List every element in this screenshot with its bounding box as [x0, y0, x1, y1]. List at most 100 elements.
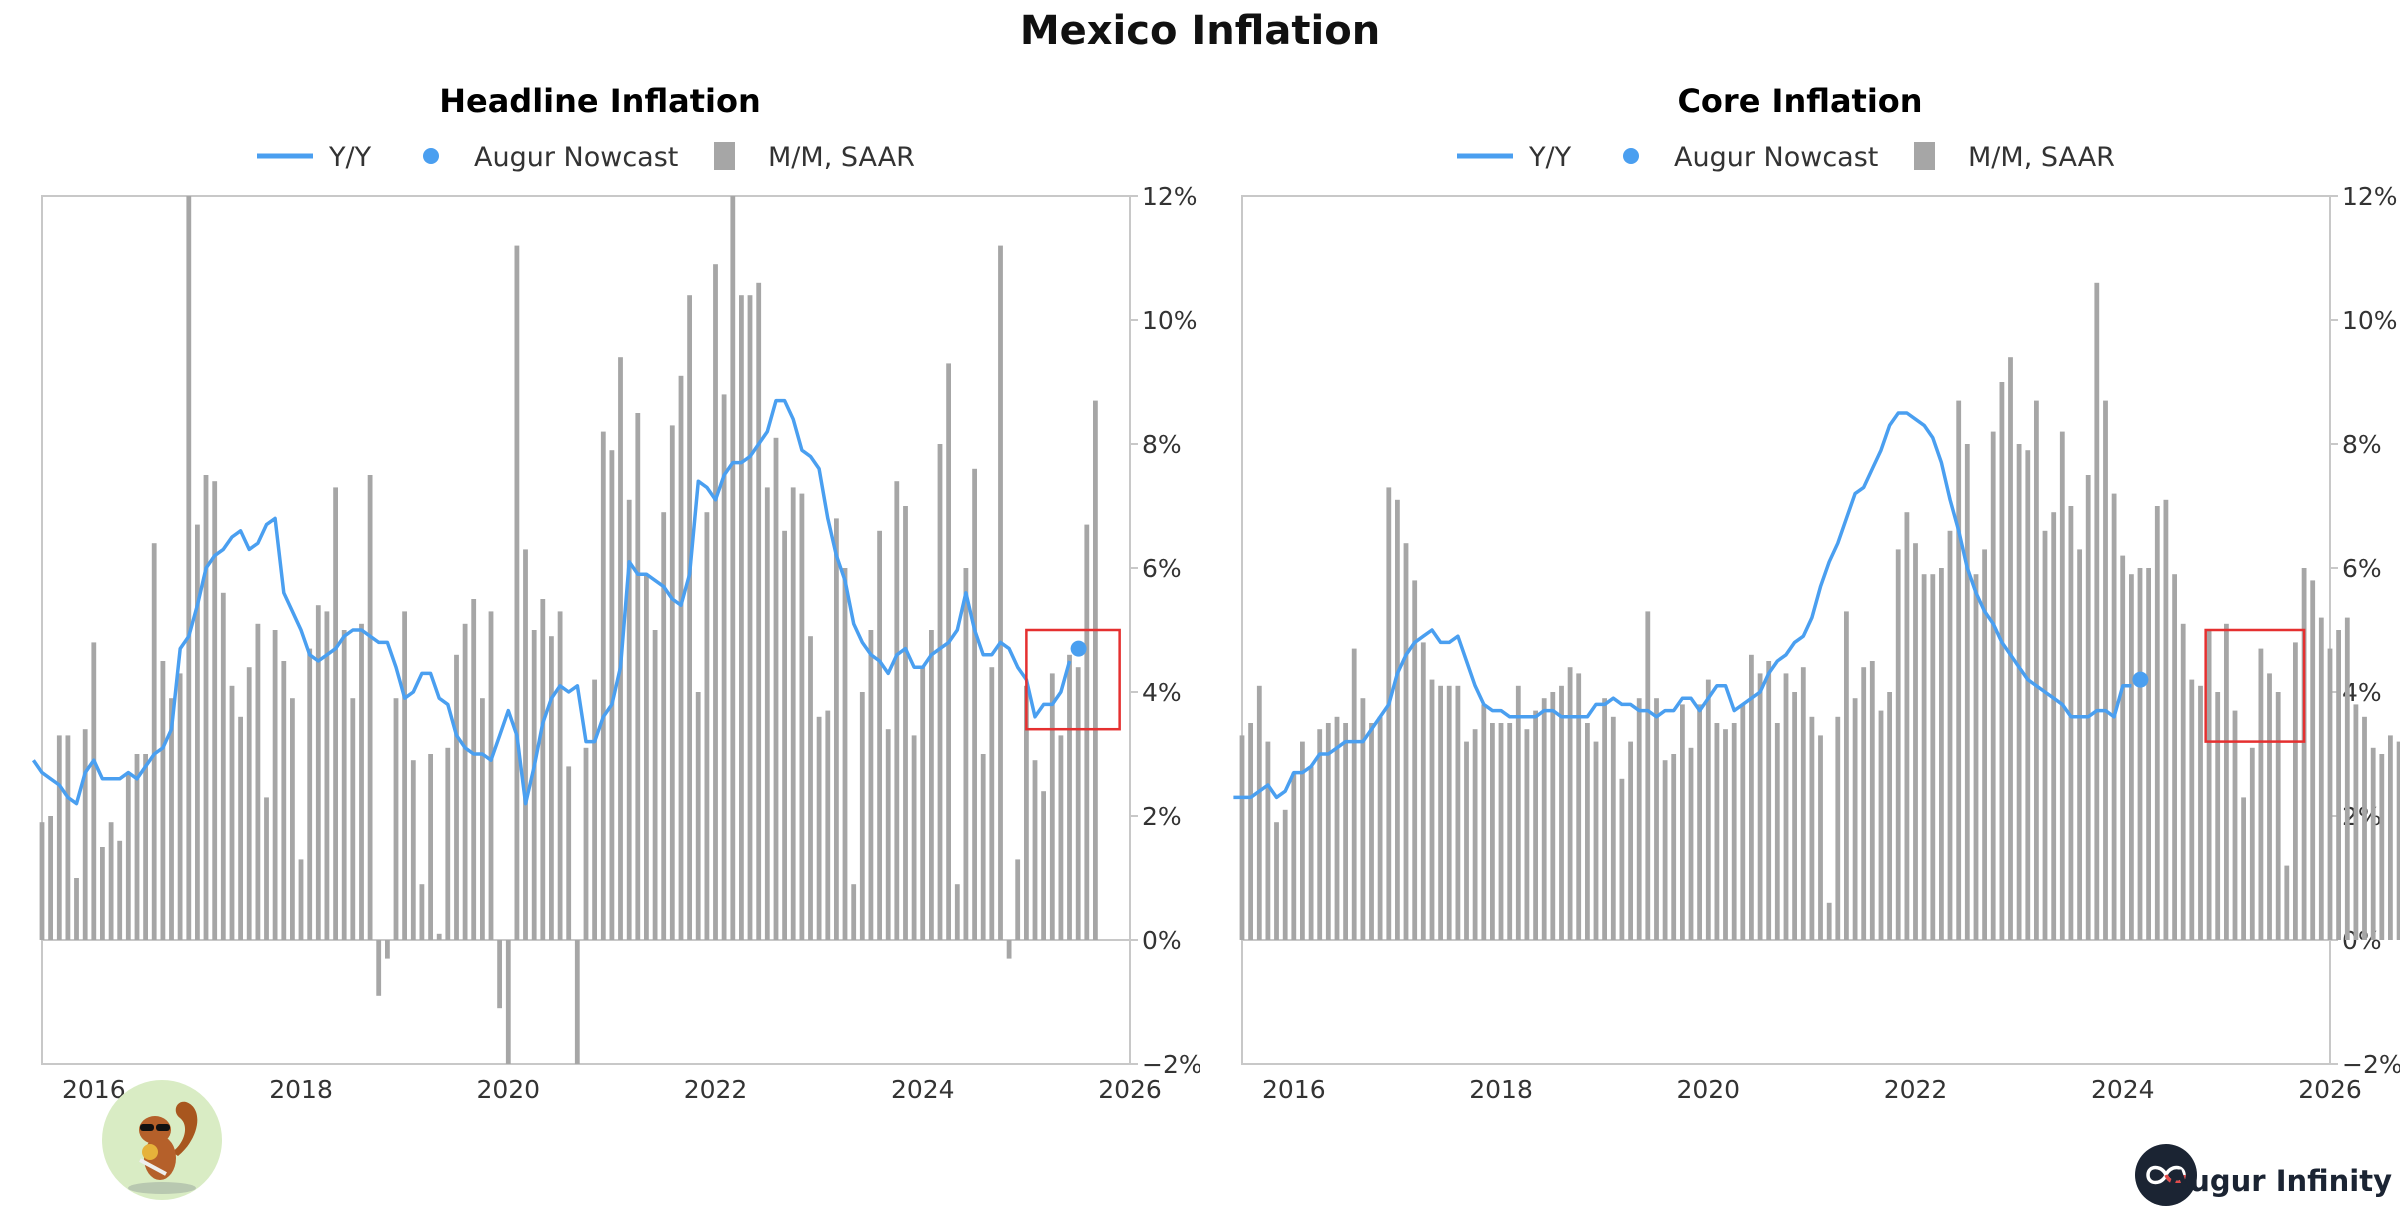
- mm-saar-bar: [1015, 859, 1021, 940]
- mm-legend-swatch: [714, 142, 735, 170]
- mm-saar-bar: [713, 264, 718, 940]
- mm-saar-bar: [1610, 716, 1616, 940]
- mm-saar-bar: [1904, 512, 1910, 940]
- mm-saar-bar: [1524, 729, 1530, 940]
- augur-infinity-logo-icon: [2135, 1144, 2197, 1206]
- mm-saar-bar: [739, 295, 744, 940]
- mm-saar-bar: [2163, 499, 2169, 940]
- mm-saar-bar: [1541, 698, 1547, 940]
- mm-saar-bar: [868, 630, 874, 940]
- mm-saar-bar: [1628, 741, 1633, 940]
- y-tick-label: 2%: [1142, 802, 1182, 831]
- mm-saar-bar: [1567, 667, 1573, 940]
- mm-saar-bar: [1680, 704, 1685, 940]
- mm-saar-bar: [834, 518, 839, 940]
- mm-saar-bar: [1973, 574, 1979, 940]
- mm-saar-bar: [2025, 450, 2031, 940]
- mm-saar-bar: [1913, 543, 1918, 940]
- mm-saar-bar: [998, 245, 1003, 941]
- mm-saar-bar: [1671, 754, 1677, 940]
- mm-saar-bar: [531, 630, 537, 940]
- x-tick-label: 2018: [1469, 1075, 1533, 1104]
- x-tick-label: 2020: [1676, 1075, 1740, 1104]
- mm-saar-bar: [678, 375, 684, 940]
- brand-name: Augur Infinity: [2166, 1164, 2392, 1198]
- mm-saar-bar: [946, 363, 951, 940]
- mm-saar-bar: [1464, 741, 1469, 940]
- mm-saar-bar: [419, 884, 425, 940]
- x-tick-label: 2026: [2298, 1075, 2362, 1104]
- mm-saar-bar: [1248, 723, 1253, 940]
- y-tick-label: 6%: [1142, 554, 1182, 583]
- mm-saar-bar: [1714, 723, 1720, 940]
- mm-saar-bar: [1895, 549, 1901, 940]
- mm-saar-bar: [1403, 543, 1409, 940]
- mm-saar-bar: [1256, 685, 1262, 940]
- mm-saar-bar: [436, 933, 442, 940]
- mm-saar-bar: [281, 661, 287, 940]
- mm-saar-bar: [2146, 568, 2151, 940]
- mm-saar-bar: [2172, 574, 2177, 940]
- mm-saar-bar: [1291, 772, 1297, 940]
- mm-saar-bar: [954, 884, 960, 940]
- mm-saar-bar: [108, 822, 114, 940]
- mm-saar-bar: [385, 940, 390, 959]
- mm-saar-bar: [2310, 580, 2316, 940]
- mm-saar-bar: [1723, 729, 1728, 940]
- mm-saar-bar: [1869, 661, 1875, 940]
- mm-saar-bar: [764, 487, 770, 940]
- mm-saar-bar: [2327, 648, 2333, 940]
- mm-saar-bar: [1308, 766, 1314, 940]
- mm-saar-bar: [2396, 741, 2400, 940]
- legend: Y/Y Augur Nowcast M/M, SAAR: [257, 142, 915, 173]
- mm-saar-bar: [177, 673, 183, 940]
- mm-saar-bar: [100, 847, 105, 940]
- nowcast-legend-swatch: [1623, 148, 1639, 164]
- mm-saar-bar: [1377, 716, 1383, 940]
- mm-saar-bar: [756, 282, 762, 940]
- mm-saar-bar: [1947, 530, 1953, 940]
- x-tick-label: 2020: [476, 1075, 540, 1104]
- mm-saar-bar: [600, 431, 606, 940]
- mm-saar-bar: [842, 568, 848, 940]
- x-tick-label: 2024: [2091, 1075, 2155, 1104]
- x-tick-label: 2016: [1262, 1075, 1326, 1104]
- mm-saar-bar: [1334, 716, 1340, 940]
- mm-saar-bar: [808, 636, 813, 940]
- mm-saar-bar: [350, 698, 356, 940]
- mm-saar-bar: [1774, 723, 1780, 940]
- nowcast-point: [1070, 640, 1087, 657]
- y-tick-label: 12%: [1142, 182, 1198, 211]
- mm-saar-bar: [1809, 716, 1815, 940]
- x-tick-label: 2022: [1884, 1075, 1948, 1104]
- mm-saar-bar: [2180, 623, 2186, 940]
- mm-saar-bar: [264, 797, 269, 940]
- mm-saar-bar: [1455, 685, 1461, 940]
- nowcast-legend-label: Augur Nowcast: [474, 142, 678, 173]
- mm-saar-bar: [1343, 723, 1348, 940]
- mm-saar-bar: [1999, 382, 2005, 940]
- mm-saar-bar: [851, 884, 857, 940]
- mm-saar-bar: [2120, 555, 2126, 940]
- mm-saar-bar: [2267, 673, 2272, 940]
- mm-saar-bar: [1386, 487, 1392, 940]
- mm-saar-bar: [1438, 685, 1443, 940]
- mm-saar-bar: [1982, 549, 1987, 940]
- mm-saar-bar: [2379, 754, 2385, 940]
- mm-saar-bar: [91, 642, 97, 940]
- mm-saar-bar: [1049, 673, 1055, 940]
- mm-saar-bar: [480, 698, 485, 940]
- mm-saar-bar: [1645, 611, 1651, 940]
- mm-saar-bar: [989, 667, 995, 940]
- mm-saar-bar: [488, 611, 494, 940]
- mm-saar-bar: [540, 599, 546, 940]
- mm-saar-bar: [1844, 611, 1849, 940]
- mm-saar-bar: [376, 940, 382, 996]
- y-tick-label: 4%: [1142, 678, 1182, 707]
- mm-saar-bar: [2293, 642, 2298, 940]
- mm-saar-bar: [1852, 698, 1858, 940]
- mm-saar-bar: [1593, 741, 1599, 940]
- mm-saar-bar: [1084, 524, 1090, 940]
- mm-saar-bar: [2051, 512, 2057, 940]
- mm-saar-bar: [937, 444, 943, 940]
